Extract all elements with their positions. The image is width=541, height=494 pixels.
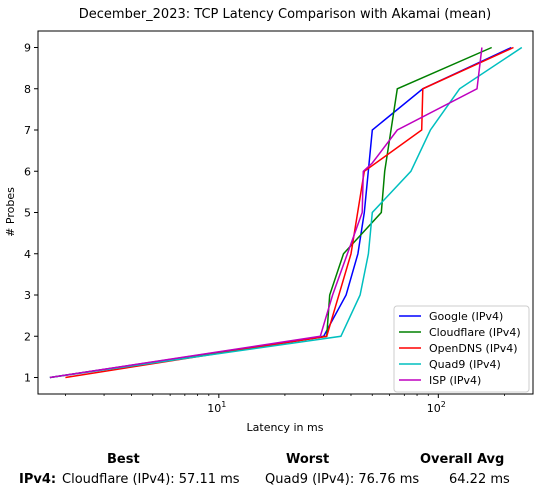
legend-label-4: ISP (IPv4)	[429, 374, 481, 387]
latency-chart: December_2023: TCP Latency Comparison wi…	[4, 7, 534, 434]
series-line-4	[49, 47, 483, 379]
legend-label-0: Google (IPv4)	[429, 310, 503, 323]
y-tick-label: 6	[24, 165, 31, 178]
y-tick-label: 4	[24, 248, 31, 261]
overall-avg-value: 64.22 ms	[449, 472, 510, 487]
y-tick-label: 2	[24, 330, 31, 343]
chart-title: December_2023: TCP Latency Comparison wi…	[79, 7, 491, 22]
legend: Google (IPv4) Cloudflare (IPv4) OpenDNS (I…	[393, 305, 530, 393]
y-tick-label: 1	[24, 372, 31, 385]
y-tick-label: 3	[24, 289, 31, 302]
x-tick-label: 101	[207, 400, 226, 415]
worst-header: Worst	[286, 452, 330, 467]
y-tick-label: 7	[24, 124, 31, 137]
series-layer	[49, 46, 523, 379]
legend-box	[393, 305, 530, 393]
legend-label-2: OpenDNS (IPv4)	[429, 342, 518, 355]
y-tick-label: 9	[24, 42, 31, 55]
best-value: Cloudflare (IPv4): 57.11 ms	[62, 472, 240, 487]
axis-layer: 1 2 3 4 5 6 7 8 9 101 102	[24, 42, 505, 415]
y-tick-label: 8	[24, 83, 31, 96]
x-tick-label: 102	[427, 400, 446, 415]
best-header: Best	[107, 452, 140, 467]
overall-avg-header: Overall Avg	[420, 452, 505, 467]
series-line-1	[49, 46, 493, 379]
legend-label-3: Quad9 (IPv4)	[429, 358, 501, 371]
y-tick-label: 5	[24, 207, 31, 220]
legend-label-1: Cloudflare (IPv4)	[429, 326, 521, 339]
row-label-ipv4: IPv4:	[19, 472, 57, 487]
worst-value: Quad9 (IPv4): 76.76 ms	[265, 472, 420, 487]
y-axis-label: # Probes	[4, 187, 17, 237]
x-axis-label: Latency in ms	[247, 421, 324, 434]
